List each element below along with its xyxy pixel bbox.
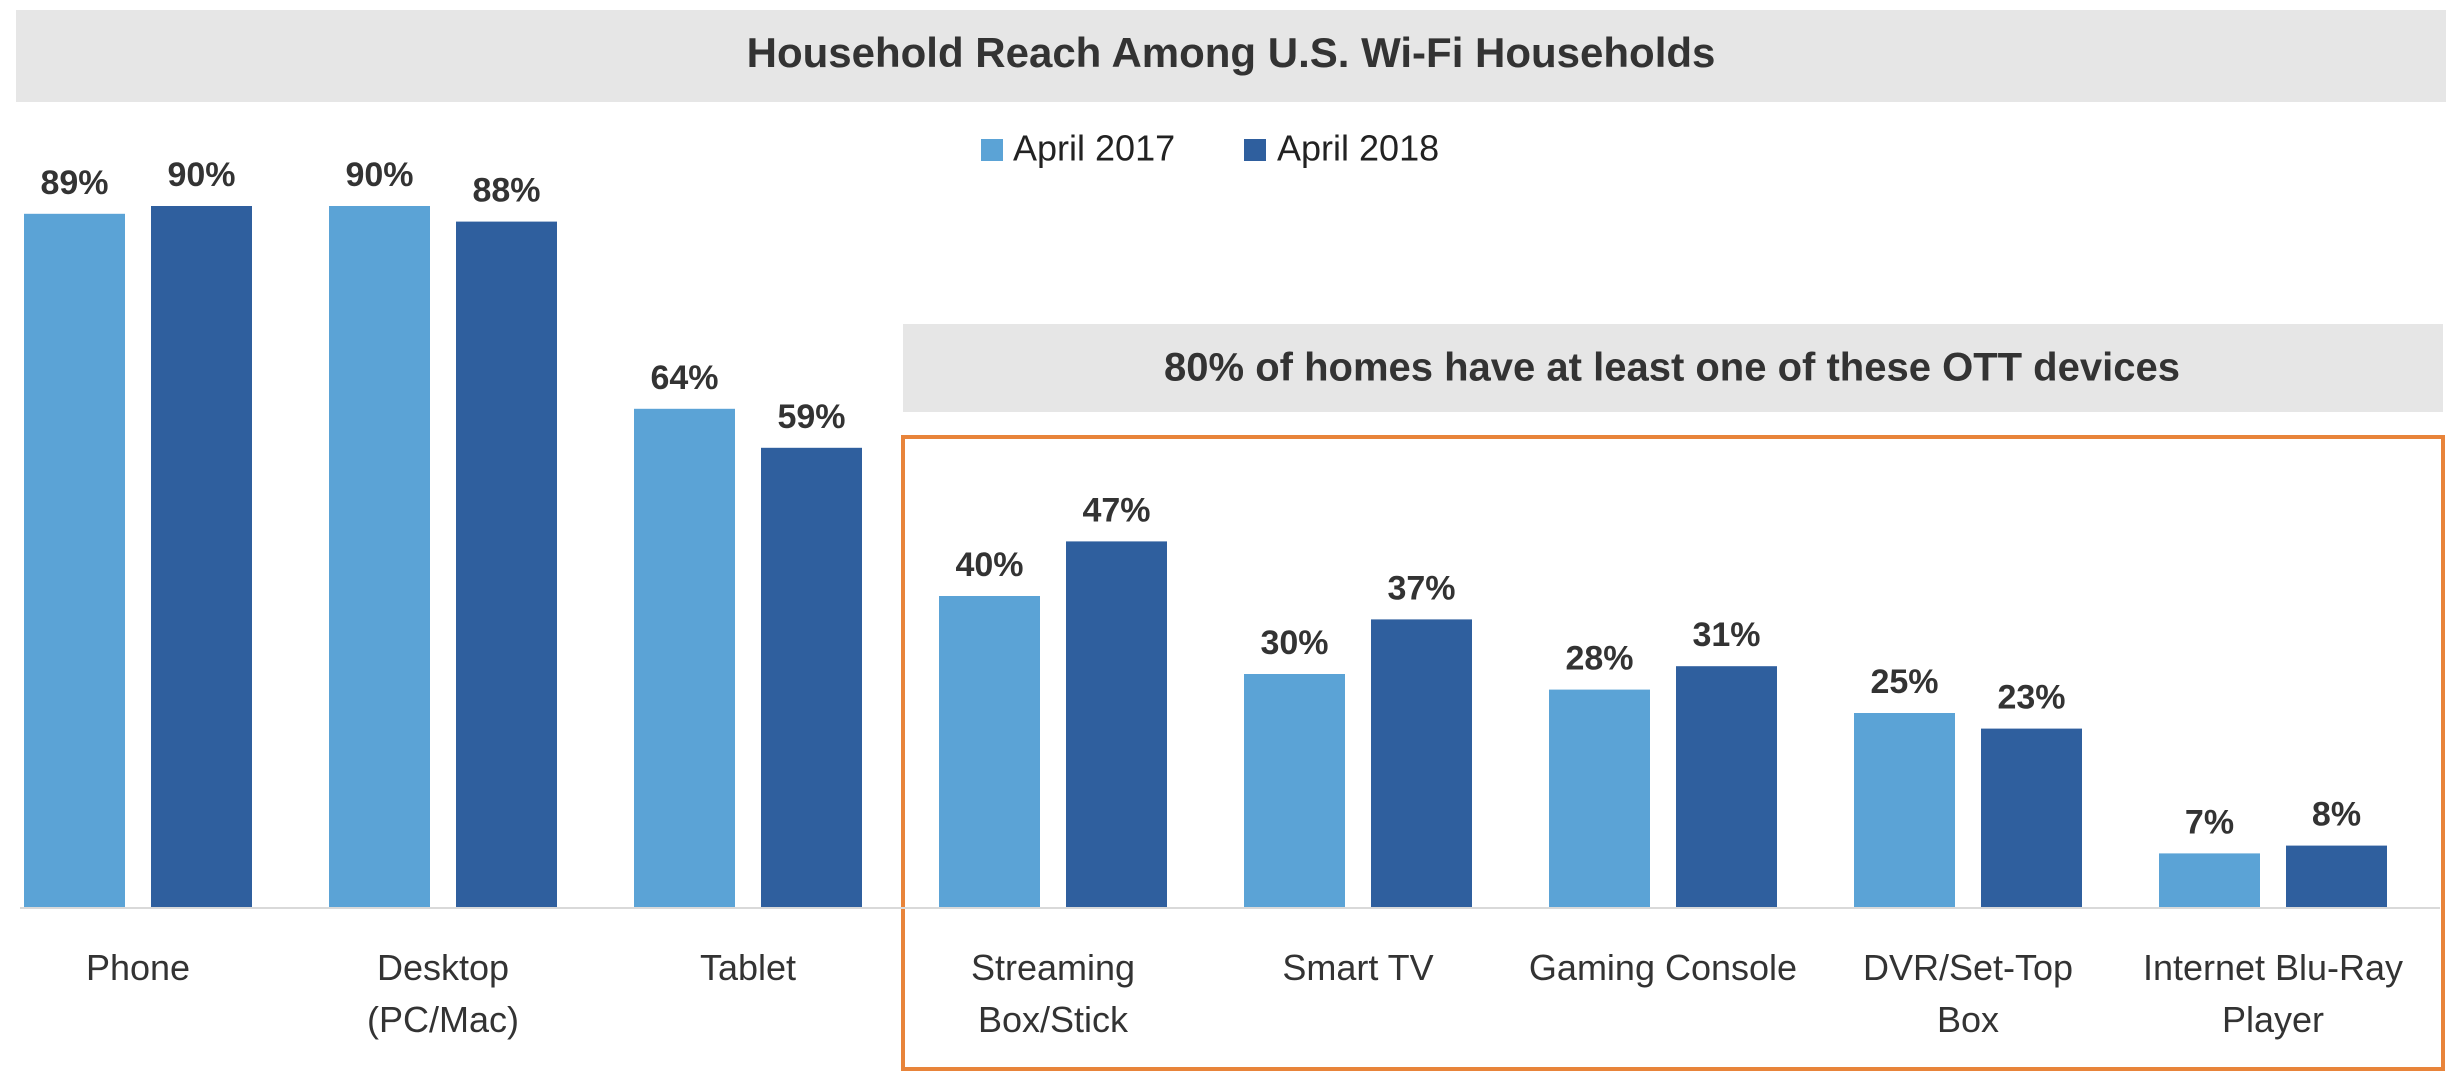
category-label-internet-blu-ray-player: Internet Blu-Ray Player [2143, 947, 2403, 1040]
category-label-dvr-set-top-box: DVR/Set-Top Box [1863, 947, 2073, 1040]
bar-phone-april-2017 [24, 213, 125, 909]
category-label-smart-tv: Smart TV [1282, 947, 1433, 988]
bar-tablet-april-2018 [761, 447, 862, 908]
category-label-gaming-console: Gaming Console [1529, 947, 1797, 988]
ott-highlight-box [901, 435, 2445, 1071]
value-label-gaming-console-april-2017: 28% [1565, 640, 1633, 678]
value-label-desktop-pc-mac-april-2018: 88% [472, 172, 540, 210]
bar-desktop-pc-mac-april-2018 [456, 221, 557, 909]
bar-dvr-set-top-box-april-2017 [1854, 713, 1955, 908]
category-labels: Phone Desktop (PC/Mac) Tablet Streaming Box/S… [86, 947, 2403, 1040]
bar-internet-blu-ray-player-april-2017 [2159, 853, 2260, 908]
category-label-streaming-box-stick: Streaming Box/Stick [971, 947, 1135, 1040]
legend-label-april-2018: April 2018 [1277, 128, 1439, 169]
value-label-phone-april-2017: 89% [40, 164, 108, 202]
value-label-dvr-set-top-box-april-2017: 25% [1870, 663, 1938, 701]
bar-dvr-set-top-box-april-2018 [1981, 728, 2082, 908]
legend-swatch-april-2018 [1244, 139, 1266, 161]
legend-label-april-2017: April 2017 [1013, 128, 1175, 169]
value-labels: 89% 90% 90% 88% 64% 59% 40% 47% 30% 37% 28% 31% 25% 2… [40, 156, 2361, 841]
ott-banner [903, 324, 2443, 412]
value-label-desktop-pc-mac-april-2017: 90% [345, 156, 413, 194]
value-label-streaming-box-stick-april-2017: 40% [955, 546, 1023, 584]
value-label-internet-blu-ray-player-april-2017: 7% [2185, 803, 2234, 841]
category-label-phone: Phone [86, 947, 190, 988]
bars [24, 206, 2387, 909]
value-label-phone-april-2018: 90% [167, 156, 235, 194]
bar-tablet-april-2017 [634, 408, 735, 908]
bar-internet-blu-ray-player-april-2018 [2286, 845, 2387, 908]
legend: April 2017 April 2018 [981, 128, 1439, 169]
value-label-smart-tv-april-2018: 37% [1387, 569, 1455, 607]
value-label-tablet-april-2017: 64% [650, 359, 718, 397]
ott-callout-text: 80% of homes have at least one of these … [1164, 346, 2180, 390]
category-label-desktop-pc-mac: Desktop (PC/Mac) [367, 947, 519, 1040]
bar-gaming-console-april-2018 [1676, 666, 1777, 908]
value-label-streaming-box-stick-april-2018: 47% [1082, 491, 1150, 529]
bar-streaming-box-stick-april-2017 [939, 596, 1040, 908]
bar-smart-tv-april-2018 [1371, 619, 1472, 908]
value-label-smart-tv-april-2017: 30% [1260, 624, 1328, 662]
title-banner [16, 10, 2446, 102]
bar-smart-tv-april-2017 [1244, 674, 1345, 908]
bar-streaming-box-stick-april-2018 [1066, 541, 1167, 908]
value-label-dvr-set-top-box-april-2018: 23% [1997, 679, 2065, 717]
value-label-tablet-april-2018: 59% [777, 398, 845, 436]
bar-desktop-pc-mac-april-2017 [329, 206, 430, 908]
legend-swatch-april-2017 [981, 139, 1003, 161]
bar-phone-april-2018 [151, 206, 252, 908]
value-label-internet-blu-ray-player-april-2018: 8% [2312, 796, 2361, 834]
category-label-tablet: Tablet [700, 947, 796, 988]
value-label-gaming-console-april-2018: 31% [1692, 616, 1760, 654]
bar-gaming-console-april-2017 [1549, 689, 1650, 908]
chart-title: Household Reach Among U.S. Wi-Fi Househo… [747, 29, 1716, 76]
